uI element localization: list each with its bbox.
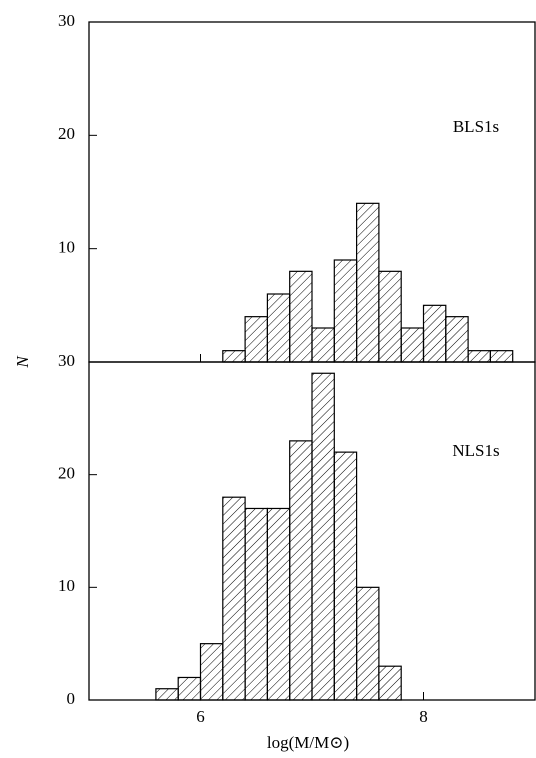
x-tick-label: 8	[419, 707, 428, 726]
y-tick-label: 20	[58, 124, 75, 143]
y-tick-label: 10	[58, 238, 75, 257]
bar	[266, 293, 291, 363]
bar	[244, 316, 269, 363]
bar	[199, 643, 224, 701]
bar	[333, 451, 358, 701]
y-tick-label: 30	[58, 11, 75, 30]
bar	[244, 507, 269, 701]
bar	[311, 327, 335, 363]
bar	[400, 327, 425, 363]
panel-label: NLS1s	[452, 441, 499, 460]
bar	[378, 270, 402, 363]
y-tick-label: 10	[58, 576, 75, 595]
bar	[489, 350, 514, 363]
bar	[356, 202, 380, 363]
panel-label: BLS1s	[453, 117, 499, 136]
y-tick-label: 30	[58, 351, 75, 370]
bar	[445, 316, 469, 363]
y-tick-label: 20	[58, 464, 75, 483]
bar	[378, 665, 402, 701]
y-axis-label: N	[13, 355, 32, 369]
bar	[177, 676, 202, 701]
bar	[289, 270, 313, 363]
bar	[222, 350, 246, 363]
bar	[333, 259, 358, 363]
bar	[289, 440, 313, 701]
x-axis-label: log(M/M⊙)	[267, 733, 349, 752]
bar	[356, 586, 380, 701]
y-tick-label: 0	[67, 689, 76, 708]
plot-frame	[88, 361, 536, 701]
bar	[155, 688, 179, 701]
x-tick-label: 6	[196, 707, 205, 726]
bar	[422, 304, 447, 363]
bar	[311, 372, 335, 701]
bar	[266, 507, 291, 701]
bar	[222, 496, 246, 701]
bar	[467, 350, 492, 363]
